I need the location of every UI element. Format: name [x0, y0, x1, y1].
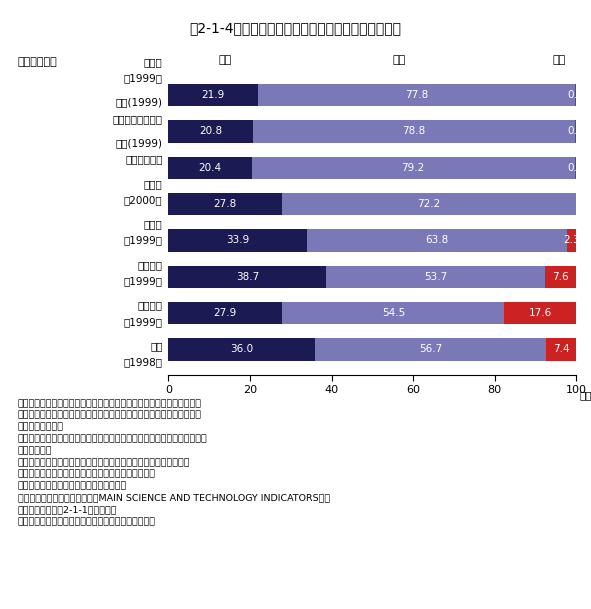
Bar	[254, 120, 574, 143]
Text: 33.9: 33.9	[226, 236, 249, 245]
Text: 米　国: 米 国	[144, 179, 163, 189]
Text: ＥＵ: ＥＵ	[150, 341, 163, 351]
Bar	[505, 302, 576, 325]
Text: 20.4: 20.4	[199, 163, 222, 173]
Bar	[168, 120, 254, 143]
Text: 注）１．国際比較を行うため、各国とも人文・社会科学を含めている。
　　　なお、日本については自然科学のみと専従換算の値を併せて表示
　　　している。
　　２．日: 注）１．国際比較を行うため、各国とも人文・社会科学を含めている。 なお、日本につ…	[18, 399, 330, 526]
Text: 36.0: 36.0	[230, 345, 254, 354]
Bar	[168, 193, 282, 216]
Text: 0.4: 0.4	[567, 90, 584, 100]
Bar	[315, 338, 547, 361]
Text: イギリス: イギリス	[138, 301, 163, 311]
Text: 20.8: 20.8	[199, 127, 222, 136]
Bar	[282, 302, 505, 325]
Text: 27.8: 27.8	[213, 199, 237, 209]
Text: 国名（年度）: 国名（年度）	[18, 57, 57, 67]
Text: 0.4: 0.4	[567, 163, 584, 173]
Text: 72.2: 72.2	[417, 199, 441, 209]
Text: 0.4: 0.4	[567, 127, 584, 136]
Text: （1998）: （1998）	[124, 357, 163, 367]
Bar	[574, 157, 576, 179]
Text: 日　本: 日 本	[144, 57, 163, 67]
Bar	[168, 266, 326, 288]
Text: （自然科学のみ）: （自然科学のみ）	[112, 114, 163, 124]
Text: フランス: フランス	[138, 260, 163, 270]
Text: （1999）: （1999）	[124, 317, 163, 326]
Text: 63.8: 63.8	[425, 236, 449, 245]
Text: 78.8: 78.8	[402, 127, 426, 136]
Bar	[252, 157, 574, 179]
Bar	[168, 229, 307, 252]
Text: 17.6: 17.6	[529, 308, 552, 318]
Bar	[567, 229, 576, 252]
Text: （％）: （％）	[579, 390, 591, 400]
Bar	[168, 338, 315, 361]
Text: 56.7: 56.7	[419, 345, 443, 354]
Bar	[168, 157, 252, 179]
Text: 民間: 民間	[392, 55, 405, 65]
Bar	[574, 120, 576, 143]
Bar	[326, 266, 545, 288]
Text: 2.3: 2.3	[563, 236, 580, 245]
Text: 77.8: 77.8	[405, 90, 428, 100]
Text: 日本(1999): 日本(1999)	[115, 138, 163, 148]
Text: 政府: 政府	[219, 55, 232, 65]
Text: 外国: 外国	[553, 55, 566, 65]
Text: 7.6: 7.6	[553, 272, 569, 282]
Text: 79.2: 79.2	[401, 163, 425, 173]
Bar	[307, 229, 567, 252]
Text: 7.4: 7.4	[553, 345, 570, 354]
Bar	[258, 84, 575, 107]
Text: （1999）: （1999）	[124, 236, 163, 245]
Text: 54.5: 54.5	[382, 308, 405, 318]
Bar	[168, 302, 282, 325]
Text: （2000）: （2000）	[124, 195, 163, 205]
Bar	[575, 84, 577, 107]
Text: 日本(1999): 日本(1999)	[115, 97, 163, 108]
Bar	[168, 84, 258, 107]
Text: 38.7: 38.7	[236, 272, 259, 282]
Text: （1999）: （1999）	[124, 73, 163, 83]
Text: ドイツ: ドイツ	[144, 219, 163, 230]
Text: （1999）: （1999）	[124, 276, 163, 286]
Bar	[545, 266, 576, 288]
Text: （専従換算）: （専従換算）	[125, 154, 163, 164]
Text: 21.9: 21.9	[202, 90, 225, 100]
Bar	[282, 193, 576, 216]
Text: 27.9: 27.9	[214, 308, 237, 318]
Text: 第2-1-4図　主要国における研究費の組織別負担割合: 第2-1-4図 主要国における研究費の組織別負担割合	[190, 21, 401, 35]
Bar	[547, 338, 577, 361]
Text: 53.7: 53.7	[424, 272, 447, 282]
